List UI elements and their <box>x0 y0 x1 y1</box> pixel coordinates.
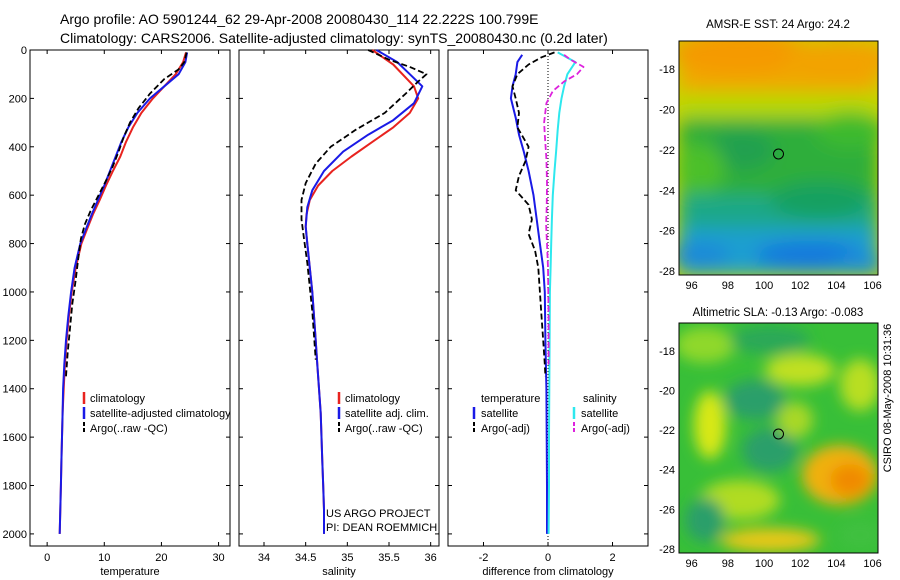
series-line-argo-raw-qc <box>300 49 428 360</box>
figure-title-line2: Climatology: CARS2006. Satellite-adjuste… <box>60 30 608 46</box>
legend-header-salinity: salinity <box>583 393 617 405</box>
map-x-tick-label: 96 <box>686 280 698 292</box>
map-y-tick-label: -24 <box>659 465 675 477</box>
y-tick-label: 0 <box>21 45 27 57</box>
salinity-xlabel: salinity <box>322 566 356 578</box>
map-x-tick-label: 98 <box>722 280 734 292</box>
map-x-tick-label: 102 <box>791 280 809 292</box>
map-y-tick-label: -22 <box>659 425 675 437</box>
legend-label-temp-argo: Argo(-adj) <box>481 423 530 435</box>
map-x-tick-label: 104 <box>827 558 845 570</box>
x-tick-label: 10 <box>98 552 110 564</box>
map-y-tick-label: -20 <box>659 105 675 117</box>
x-tick-label: 20 <box>155 552 167 564</box>
map-y-tick-label: -24 <box>659 185 675 197</box>
legend-label-argo: Argo(..raw -QC) <box>345 423 423 435</box>
y-tick-label: 2000 <box>3 529 27 541</box>
sst-argo-position-marker <box>773 148 784 160</box>
map-y-tick-label: -22 <box>659 145 675 157</box>
salinity-legend: climatology satellite adj. clim. Argo(..… <box>337 392 429 435</box>
y-tick-label: 1600 <box>3 432 27 444</box>
credit-project: US ARGO PROJECT <box>326 508 431 520</box>
series-line-salinity-argo-adj <box>543 54 585 365</box>
x-tick-label: 34.5 <box>295 552 316 564</box>
series-line-argo-raw-qc <box>65 52 188 377</box>
sla-map-frame <box>678 322 879 554</box>
map-x-tick-label: 96 <box>686 558 698 570</box>
series-layer <box>58 49 585 534</box>
y-tick-label: 1800 <box>3 481 27 493</box>
difference-xlabel: difference from climatology <box>482 566 614 578</box>
series-line-climatology <box>58 52 187 534</box>
y-tick-label: 400 <box>9 142 27 154</box>
legend-label-satellite: satellite adj. clim. <box>345 408 429 420</box>
x-tick-label: 0 <box>44 552 50 564</box>
map-y-tick-label: -26 <box>659 226 675 238</box>
map-x-tick-label: 100 <box>755 280 773 292</box>
salinity-axes <box>238 49 440 547</box>
difference-legend: temperature salinity satellite Argo(-adj… <box>472 393 630 435</box>
sla-map-image <box>679 323 878 553</box>
y-tick-label: 600 <box>9 190 27 202</box>
map-x-tick-label: 106 <box>863 280 881 292</box>
legend-label-climatology: climatology <box>345 393 401 405</box>
sla-map-title: Altimetric SLA: -0.13 Argo: -0.083 <box>693 307 864 319</box>
legend-label-sal-argo: Argo(-adj) <box>581 423 630 435</box>
x-tick-label: 0 <box>545 552 551 564</box>
series-line-temperature-satellite <box>509 54 548 534</box>
map-x-tick-label: 102 <box>791 558 809 570</box>
x-tick-label: -2 <box>479 552 489 564</box>
legend-label-satellite: satellite-adjusted climatology <box>90 408 231 420</box>
y-tick-label: 800 <box>9 239 27 251</box>
temperature-xlabel: temperature <box>100 566 159 578</box>
x-tick-label: 35 <box>341 552 353 564</box>
legend-label-climatology: climatology <box>90 393 146 405</box>
map-x-tick-label: 106 <box>863 558 881 570</box>
map-y-tick-label: -20 <box>659 385 675 397</box>
figure-title-line1: Argo profile: AO 5901244_62 29-Apr-2008 … <box>60 11 538 27</box>
sst-map-frame <box>678 40 879 276</box>
series-line-satellite-adjusted-climatology <box>58 52 189 534</box>
map-y-tick-label: -26 <box>659 504 675 516</box>
map-y-tick-label: -28 <box>659 544 675 556</box>
sst-map-image <box>679 41 878 275</box>
sst-map-title: AMSR-E SST: 24 Argo: 24.2 <box>706 19 850 31</box>
credit-pi: PI: DEAN ROEMMICH <box>326 522 437 534</box>
temperature-legend: climatology satellite-adjusted climatolo… <box>82 392 231 435</box>
series-line-salinity-satellite <box>547 51 577 534</box>
temperature-axes <box>29 49 231 547</box>
y-tick-label: 1000 <box>3 287 27 299</box>
series-line-satellite-adj-clim <box>304 49 424 534</box>
legend-label-sal-satellite: satellite <box>581 408 618 420</box>
map-x-tick-label: 98 <box>722 558 734 570</box>
legend-label-argo: Argo(..raw -QC) <box>90 423 168 435</box>
series-line-temperature-argo-adj <box>511 51 555 377</box>
map-y-tick-label: -18 <box>659 346 675 358</box>
y-tick-label: 200 <box>9 93 27 105</box>
legend-header-temperature: temperature <box>481 393 540 405</box>
map-x-tick-label: 104 <box>827 280 845 292</box>
y-tick-label: 1200 <box>3 335 27 347</box>
x-tick-label: 36 <box>425 552 437 564</box>
map-y-tick-label: -28 <box>659 266 675 278</box>
side-timestamp-label: CSIRO 08-May-2008 10:31:36 <box>882 324 894 473</box>
x-tick-label: 35.5 <box>378 552 399 564</box>
map-y-tick-label: -18 <box>659 64 675 76</box>
map-x-tick-label: 100 <box>755 558 773 570</box>
legend-label-temp-satellite: satellite <box>481 408 518 420</box>
x-tick-label: 30 <box>212 552 224 564</box>
y-tick-label: 1400 <box>3 384 27 396</box>
sla-argo-position-marker <box>773 428 784 440</box>
x-tick-label: 34 <box>258 552 270 564</box>
x-tick-label: 2 <box>609 552 615 564</box>
